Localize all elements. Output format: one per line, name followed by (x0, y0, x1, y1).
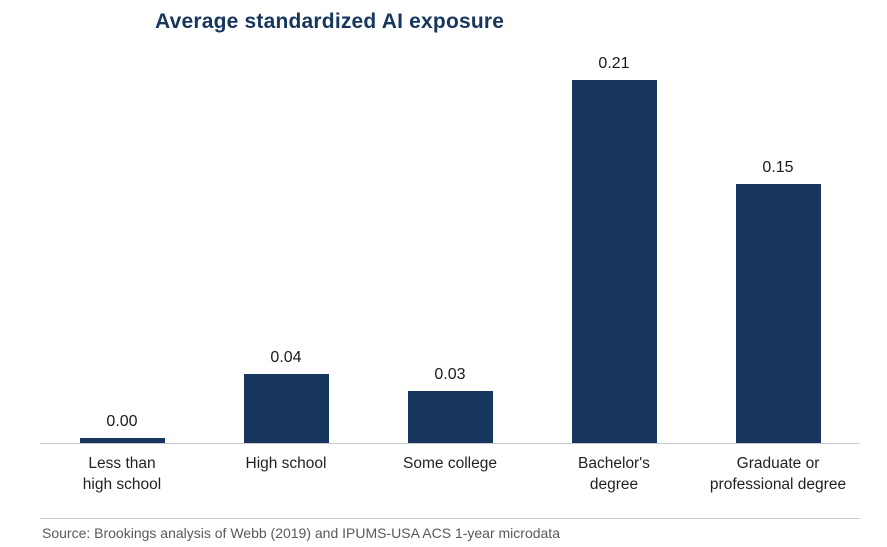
bar (243, 374, 329, 443)
bar-column: 0.15 (696, 50, 860, 443)
bar-value-label: 0.21 (598, 55, 630, 72)
plot-area: 0.00 0.04 0.03 0.21 0.15 (40, 50, 860, 444)
category-label: Graduate or professional degree (709, 455, 847, 493)
chart-title: Average standardized AI exposure (155, 10, 505, 33)
bar-column: 0.21 (532, 50, 696, 443)
bar (735, 184, 821, 443)
bar-column: 0.03 (368, 50, 532, 443)
bar-value-label: 0.03 (434, 366, 466, 383)
footer-divider (40, 518, 860, 519)
category-axis: Less than high school High school Some col… (40, 444, 860, 496)
bar-column: 0.04 (204, 50, 368, 443)
category-label: Less than high school (82, 455, 162, 493)
bar-value-label: 0.04 (270, 349, 302, 366)
source-note: Source: Brookings analysis of Webb (2019… (42, 525, 560, 541)
bar (407, 391, 493, 443)
bar-value-label: 0.00 (106, 413, 138, 430)
category-label: High school (245, 455, 327, 472)
category-label: Some college (403, 455, 497, 472)
bar-value-label: 0.15 (762, 159, 794, 176)
bar-column: 0.00 (40, 50, 204, 443)
category-label: Bachelor's degree (578, 455, 650, 493)
bar-chart: 0.00 0.04 0.03 0.21 0.15 Less than high scho… (40, 50, 860, 496)
bar (79, 438, 165, 443)
bar (571, 80, 657, 443)
